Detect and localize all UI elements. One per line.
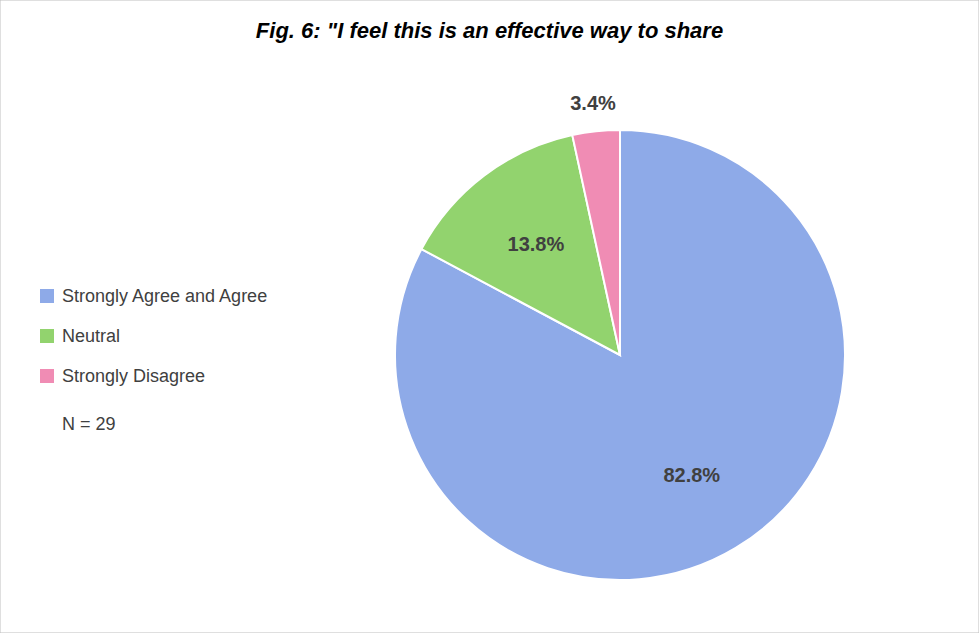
legend-label: Neutral [62,326,120,346]
legend-swatch [40,289,54,303]
legend-swatch [40,369,54,383]
legend: Strongly Agree and Agree Neutral Strongly … [40,286,267,434]
pie-slice [572,130,620,355]
chart: Fig. 6: "I feel this is an effective way… [0,0,979,633]
annotation: N = 29 [62,414,116,434]
legend-label: Strongly Agree and Agree [62,286,267,306]
title: Fig. 6: "I feel this is an effective way… [256,18,723,43]
data-label: 3.4% [570,92,616,114]
data-label: 82.8% [663,464,720,486]
slices [395,130,845,580]
legend-swatch [40,329,54,343]
background [0,0,979,633]
data-label: 13.8% [508,233,565,255]
data-labels: 82.8% 13.8% 3.4% [508,92,721,485]
legend-label: Strongly Disagree [62,366,205,386]
pie-slice [395,130,845,580]
